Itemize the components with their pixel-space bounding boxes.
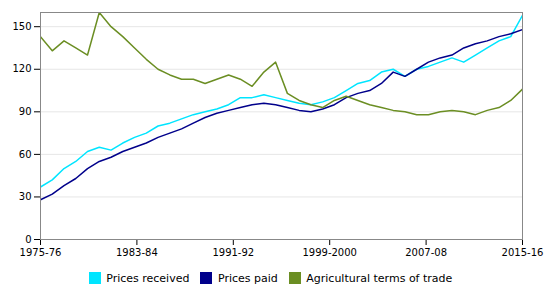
svg-text:1975-76: 1975-76	[20, 247, 62, 258]
svg-text:1999-2000: 1999-2000	[302, 247, 357, 258]
svg-text:30: 30	[19, 191, 32, 202]
svg-text:1983-84: 1983-84	[116, 247, 158, 258]
svg-text:90: 90	[19, 106, 32, 117]
html-text:Prices paid: Prices paid	[217, 271, 278, 285]
svg-text:60: 60	[19, 149, 32, 160]
svg-text:0: 0	[25, 234, 31, 245]
html-text:Agricultural terms of trade: Agricultural terms of trade	[306, 271, 453, 285]
svg-text:120: 120	[12, 63, 31, 74]
svg-text:1991-92: 1991-92	[212, 247, 254, 258]
svg-text:150: 150	[12, 21, 31, 32]
svg-text:2007-08: 2007-08	[405, 247, 447, 258]
svg-text:2015-16: 2015-16	[502, 247, 544, 258]
html-text:Prices received: Prices received	[106, 271, 190, 285]
